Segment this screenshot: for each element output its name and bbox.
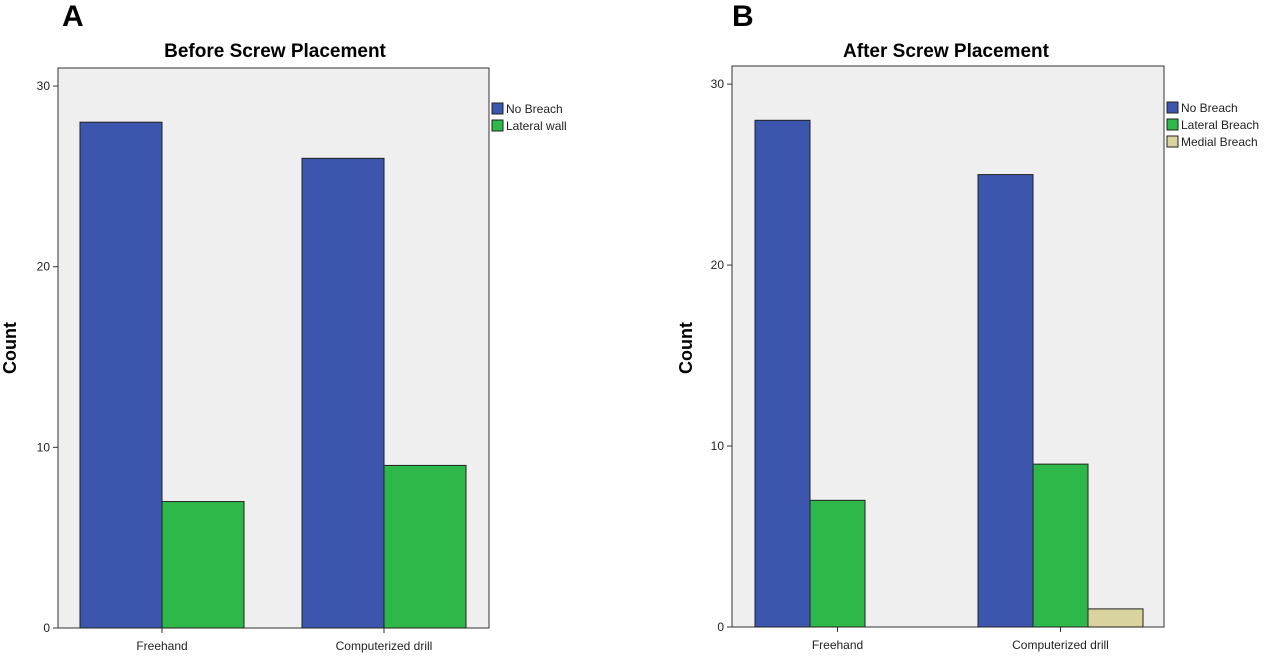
legend-label: No Breach bbox=[506, 102, 563, 116]
bar bbox=[977, 174, 1034, 628]
y-tick-label: 10 bbox=[711, 439, 725, 453]
bars bbox=[79, 121, 467, 629]
x-tick-label: Computerized drill bbox=[1012, 638, 1109, 652]
x-tick-label: Freehand bbox=[812, 638, 863, 652]
y-ticks: 0 10 20 30 bbox=[711, 77, 732, 634]
y-ticks: 0 10 20 30 bbox=[37, 79, 58, 635]
y-tick-label: 10 bbox=[37, 440, 51, 454]
legend-swatch bbox=[1166, 101, 1179, 114]
legend-swatch bbox=[1166, 135, 1179, 148]
x-tick-label: Computerized drill bbox=[336, 639, 433, 653]
y-tick-label: 30 bbox=[711, 77, 725, 91]
legend-swatch bbox=[1166, 118, 1179, 131]
y-axis-label: Count bbox=[676, 322, 696, 374]
y-tick-label: 20 bbox=[711, 258, 725, 272]
legend: No Breach Lateral Breach Medial Breach bbox=[1166, 101, 1259, 149]
y-tick-label: 20 bbox=[37, 260, 51, 274]
y-axis-label: Count bbox=[0, 322, 20, 374]
legend-label: Medial Breach bbox=[1181, 135, 1258, 149]
x-ticks: Freehand Computerized drill bbox=[136, 628, 432, 653]
bar bbox=[79, 121, 163, 629]
legend-label: No Breach bbox=[1181, 101, 1238, 115]
panel-a: A Before Screw Placement Count 0 10 20 30 F… bbox=[0, 0, 567, 653]
legend-label: Lateral Breach bbox=[1181, 118, 1259, 132]
panel-b: B After Screw Placement Count 0 10 20 30 Fr… bbox=[676, 0, 1259, 652]
panel-letter: A bbox=[62, 0, 84, 33]
bar bbox=[383, 464, 467, 629]
y-tick-label: 30 bbox=[37, 79, 51, 93]
bar bbox=[161, 501, 245, 629]
legend-label: Lateral wall bbox=[506, 119, 567, 133]
bar bbox=[809, 499, 866, 628]
chart-title: After Screw Placement bbox=[843, 41, 1050, 62]
y-tick-label: 0 bbox=[43, 621, 50, 635]
y-tick-label: 0 bbox=[717, 620, 724, 634]
bars bbox=[754, 119, 1144, 628]
legend: No Breach Lateral wall bbox=[491, 102, 567, 133]
bar bbox=[1087, 608, 1144, 628]
chart-title: Before Screw Placement bbox=[164, 41, 386, 62]
bar bbox=[1032, 463, 1089, 628]
bar bbox=[754, 119, 811, 628]
bar bbox=[301, 157, 385, 629]
x-tick-label: Freehand bbox=[136, 639, 187, 653]
panel-letter: B bbox=[732, 0, 754, 33]
legend-swatch bbox=[491, 119, 504, 132]
x-ticks: Freehand Computerized drill bbox=[812, 627, 1109, 652]
legend-swatch bbox=[491, 102, 504, 115]
